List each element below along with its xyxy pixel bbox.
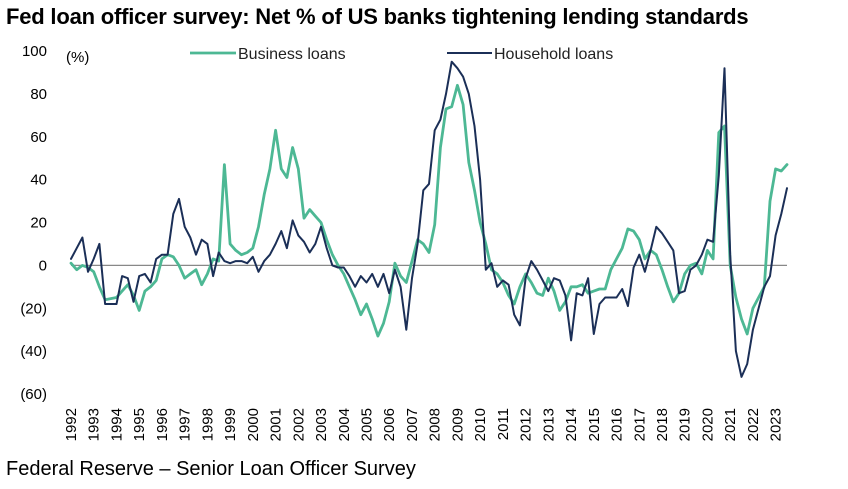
y-axis-unit-label: (%) xyxy=(66,49,89,66)
y-tick-label: 40 xyxy=(30,172,47,189)
x-axis-ticks: 1992 1993 1994 1995 1996 1997 1998 1999 2000 2001… xyxy=(63,408,785,441)
x-tick-label: 1997 xyxy=(177,408,194,441)
y-tick-label: 80 xyxy=(30,86,47,103)
x-tick-label: 2017 xyxy=(631,408,648,441)
y-tick-label: 20 xyxy=(30,215,47,232)
x-tick-label: 1999 xyxy=(222,408,239,441)
x-tick-label: 2013 xyxy=(540,408,557,441)
series-line-household-loans xyxy=(70,60,788,378)
x-tick-label: 1995 xyxy=(131,408,148,441)
x-tick-label: 1993 xyxy=(86,408,103,441)
y-tick-label: (40) xyxy=(20,343,47,360)
series-lines xyxy=(69,60,789,378)
chart-title: Fed loan officer survey: Net % of US ban… xyxy=(6,4,749,29)
x-tick-label: 2001 xyxy=(268,408,285,441)
y-tick-label: (20) xyxy=(20,300,47,317)
source-note: Federal Reserve – Senior Loan Officer Su… xyxy=(6,458,416,480)
legend-label-household: Household loans xyxy=(494,46,613,63)
x-tick-label: 2000 xyxy=(245,408,262,441)
x-tick-label: 2018 xyxy=(654,408,671,441)
x-tick-label: 2011 xyxy=(495,408,512,440)
x-tick-label: 2015 xyxy=(586,408,603,441)
y-axis-ticks: 100 80 60 40 20 0 (20) (40) (60) xyxy=(20,43,47,403)
x-tick-label: 2020 xyxy=(699,408,716,441)
x-tick-label: 1994 xyxy=(108,408,125,441)
x-tick-label: 2009 xyxy=(449,408,466,441)
x-tick-label: 1992 xyxy=(63,408,80,441)
y-tick-label: 60 xyxy=(30,129,47,146)
x-tick-label: 2019 xyxy=(677,408,694,441)
legend-label-business: Business loans xyxy=(238,46,346,63)
x-tick-label: 1998 xyxy=(199,408,216,441)
x-tick-label: 1996 xyxy=(154,408,171,441)
x-tick-label: 2004 xyxy=(336,408,353,441)
x-tick-label: 2005 xyxy=(358,408,375,441)
series-line-business-loans xyxy=(69,83,789,338)
y-tick-label: 0 xyxy=(39,257,47,274)
x-tick-label: 2006 xyxy=(381,408,398,441)
x-tick-label: 2010 xyxy=(472,408,489,441)
y-tick-label: (60) xyxy=(20,386,47,403)
x-tick-label: 2002 xyxy=(290,408,307,441)
x-tick-label: 2003 xyxy=(313,408,330,441)
x-tick-label: 2023 xyxy=(768,408,785,441)
x-tick-label: 2014 xyxy=(563,408,580,441)
legend: Business loans Household loans xyxy=(190,46,613,63)
x-tick-label: 2022 xyxy=(745,408,762,441)
y-tick-label: 100 xyxy=(22,43,47,60)
x-tick-label: 2021 xyxy=(722,408,739,441)
x-tick-label: 2007 xyxy=(404,408,421,441)
x-tick-label: 2008 xyxy=(427,408,444,441)
x-tick-label: 2016 xyxy=(609,408,626,441)
x-tick-label: 2012 xyxy=(518,408,535,441)
